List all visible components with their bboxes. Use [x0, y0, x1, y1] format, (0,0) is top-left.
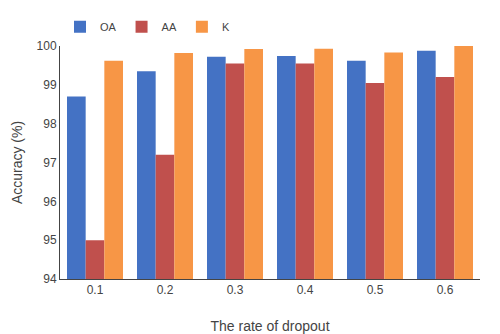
svg-text:97: 97 [43, 156, 57, 170]
svg-text:99: 99 [43, 78, 57, 92]
svg-text:0.2: 0.2 [157, 283, 174, 297]
svg-text:K: K [222, 21, 230, 33]
svg-text:0.6: 0.6 [437, 283, 454, 297]
svg-text:94: 94 [43, 272, 57, 286]
svg-text:The rate of dropout: The rate of dropout [210, 318, 329, 334]
svg-text:AA: AA [162, 21, 177, 33]
svg-text:0.3: 0.3 [227, 283, 244, 297]
svg-text:0.4: 0.4 [297, 283, 314, 297]
svg-text:96: 96 [43, 195, 57, 209]
svg-text:0.1: 0.1 [87, 283, 104, 297]
svg-text:100: 100 [37, 39, 57, 53]
svg-text:Accuracy (%): Accuracy (%) [9, 121, 25, 204]
svg-text:OA: OA [100, 21, 117, 33]
svg-text:95: 95 [43, 233, 57, 247]
svg-text:0.5: 0.5 [367, 283, 384, 297]
svg-text:98: 98 [43, 117, 57, 131]
